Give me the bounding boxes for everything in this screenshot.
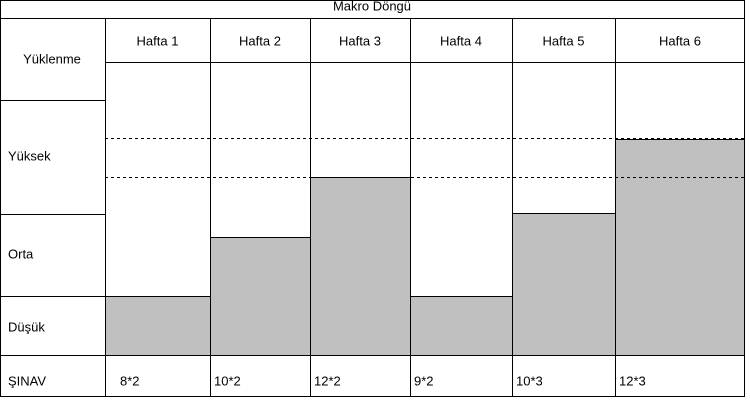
level-label: Düşük: [8, 319, 45, 334]
week-header: Hafta 3: [339, 33, 381, 48]
exam-value: 9*2: [414, 373, 434, 388]
exam-value: 12*3: [619, 373, 646, 388]
week-header: Hafta 2: [239, 33, 281, 48]
exam-value: 12*2: [314, 373, 341, 388]
load-fill: [210, 237, 310, 355]
exam-value: 10*3: [516, 373, 543, 388]
week-header: Hafta 4: [440, 33, 482, 48]
exam-value: 10*2: [214, 373, 241, 388]
load-fill: [105, 296, 210, 355]
week-header: Hafta 5: [543, 33, 585, 48]
table-title: Makro Döngü: [333, 0, 411, 13]
exam-label: ŞINAV: [8, 373, 46, 388]
level-label: Orta: [8, 246, 34, 261]
load-fill: [310, 177, 410, 355]
load-fill: [512, 213, 615, 355]
load-fill: [615, 139, 745, 355]
load-fill: [410, 296, 512, 355]
level-label: Yüksek: [8, 148, 51, 163]
week-header: Hafta 1: [137, 33, 179, 48]
exam-value: 8*2: [120, 373, 140, 388]
corner-label: Yüklenme: [23, 51, 81, 66]
week-header: Hafta 6: [659, 33, 701, 48]
